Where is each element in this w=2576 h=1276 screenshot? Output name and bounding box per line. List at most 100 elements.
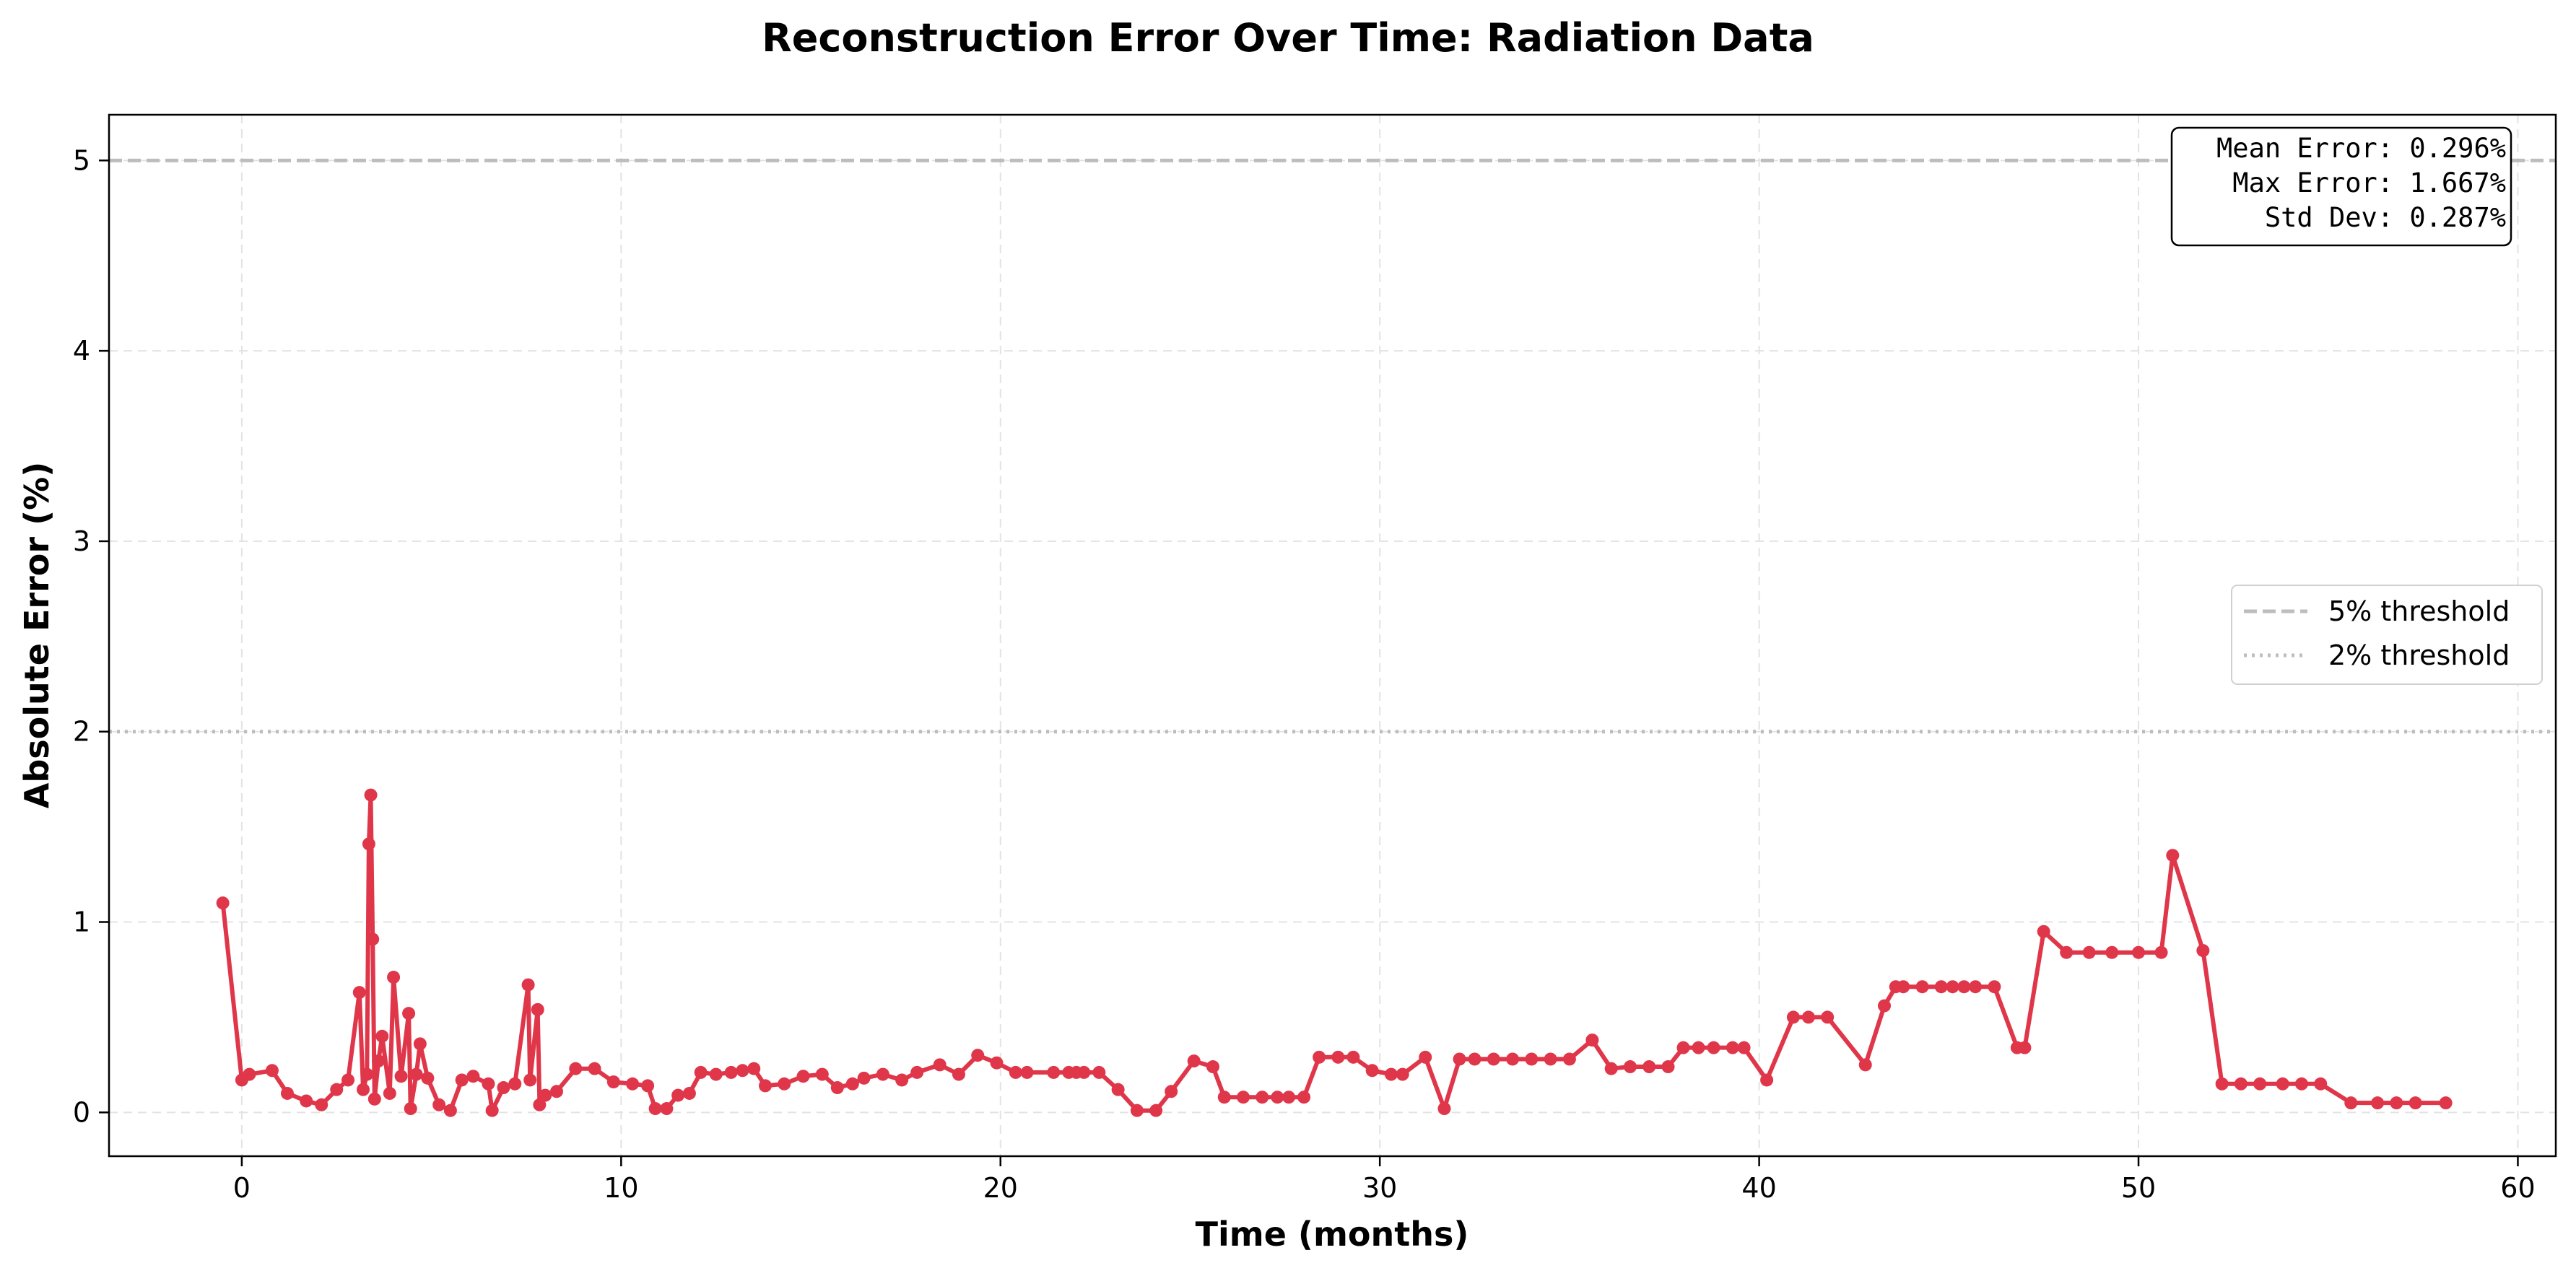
data-point <box>485 1104 499 1117</box>
y-tick-label-3: 3 <box>73 525 90 557</box>
data-point <box>1092 1065 1106 1079</box>
data-point <box>1726 1041 1739 1054</box>
data-point <box>1331 1050 1345 1064</box>
data-point <box>364 788 378 802</box>
data-point <box>2371 1096 2385 1110</box>
data-point <box>2276 1077 2289 1091</box>
data-point <box>2294 1077 2308 1091</box>
data-point <box>1760 1073 1774 1087</box>
data-point <box>1786 1010 1800 1024</box>
data-point <box>243 1067 256 1081</box>
data-point <box>550 1085 564 1098</box>
data-point <box>1676 1041 1690 1054</box>
data-point <box>1821 1010 1835 1024</box>
stats-max: Max Error: 1.667% <box>2232 167 2506 198</box>
data-point <box>1149 1104 1163 1117</box>
data-point <box>404 1102 417 1116</box>
data-point <box>1365 1064 1379 1078</box>
data-point <box>402 1007 416 1021</box>
data-point <box>2105 945 2119 959</box>
data-point <box>910 1065 924 1079</box>
data-point <box>2390 1096 2403 1110</box>
data-point <box>626 1077 640 1091</box>
data-point <box>2132 945 2146 959</box>
data-point <box>531 1002 544 1016</box>
stats-mean: Mean Error: 0.296% <box>2216 133 2506 164</box>
data-point <box>1009 1065 1022 1079</box>
data-point <box>413 1037 427 1051</box>
data-point <box>352 986 366 1000</box>
data-point <box>367 1092 381 1106</box>
data-point <box>357 1083 370 1096</box>
data-point <box>1297 1091 1311 1104</box>
data-point <box>1604 1062 1618 1075</box>
series-layer <box>216 788 2453 1117</box>
data-point <box>482 1077 495 1091</box>
data-point <box>1468 1052 1481 1066</box>
data-point <box>1525 1052 1539 1066</box>
data-point <box>1585 1034 1599 1047</box>
data-point <box>1453 1052 1466 1066</box>
data-point <box>432 1098 446 1111</box>
data-point <box>1419 1050 1432 1064</box>
data-point <box>952 1067 965 1081</box>
data-point <box>523 1073 537 1087</box>
data-point <box>280 1086 294 1100</box>
x-tick-label-40: 40 <box>1741 1172 1776 1204</box>
data-point <box>569 1062 583 1075</box>
grid-layer <box>109 115 2556 1156</box>
data-point <box>1562 1052 1576 1066</box>
data-point <box>2037 925 2050 938</box>
plot-frame <box>108 113 2557 1158</box>
data-point <box>641 1079 655 1093</box>
data-point <box>360 1067 374 1081</box>
data-point <box>1237 1091 1250 1104</box>
data-point <box>2196 944 2210 958</box>
stats-std: Std Dev: 0.287% <box>2265 202 2506 233</box>
y-tick-label-0: 0 <box>73 1096 90 1128</box>
data-point <box>2234 1077 2248 1091</box>
data-point <box>1165 1085 1178 1098</box>
data-point <box>372 1054 386 1068</box>
data-point <box>387 971 401 984</box>
data-point <box>1487 1052 1500 1066</box>
data-point <box>845 1077 859 1091</box>
x-tick-label-10: 10 <box>604 1172 638 1204</box>
data-point <box>521 978 535 992</box>
data-point <box>1437 1102 1451 1116</box>
data-point <box>1282 1091 1296 1104</box>
data-point <box>606 1075 620 1089</box>
legend-label-5pct: 5% threshold <box>2328 595 2510 627</box>
data-point <box>409 1067 423 1081</box>
data-point <box>876 1067 889 1081</box>
data-point <box>1707 1041 1720 1054</box>
data-point <box>736 1064 749 1078</box>
data-point <box>1111 1083 1125 1096</box>
data-point <box>533 1098 547 1111</box>
data-point <box>2344 1096 2358 1110</box>
data-point <box>682 1086 696 1100</box>
x-ticks: 0 10 20 30 40 50 60 <box>233 1156 2536 1204</box>
data-point <box>341 1073 355 1087</box>
data-point <box>709 1067 723 1081</box>
data-point <box>2082 945 2096 959</box>
data-point <box>1047 1065 1061 1079</box>
y-tick-label-2: 2 <box>73 716 90 748</box>
data-point <box>1130 1104 1144 1117</box>
data-point <box>2166 849 2180 862</box>
data-point <box>778 1077 791 1091</box>
data-point <box>1969 980 1983 994</box>
data-point <box>758 1079 772 1093</box>
y-axis-label: Absolute Error (%) <box>17 462 56 808</box>
data-point <box>796 1070 810 1083</box>
data-point <box>971 1049 985 1062</box>
data-point <box>1915 980 1929 994</box>
data-point <box>2253 1077 2267 1091</box>
data-point <box>375 1029 389 1043</box>
data-point <box>671 1088 685 1102</box>
data-point <box>443 1104 457 1117</box>
data-point <box>1642 1060 1656 1074</box>
data-point <box>830 1081 844 1095</box>
data-point <box>2439 1096 2453 1110</box>
data-point <box>1988 980 2001 994</box>
